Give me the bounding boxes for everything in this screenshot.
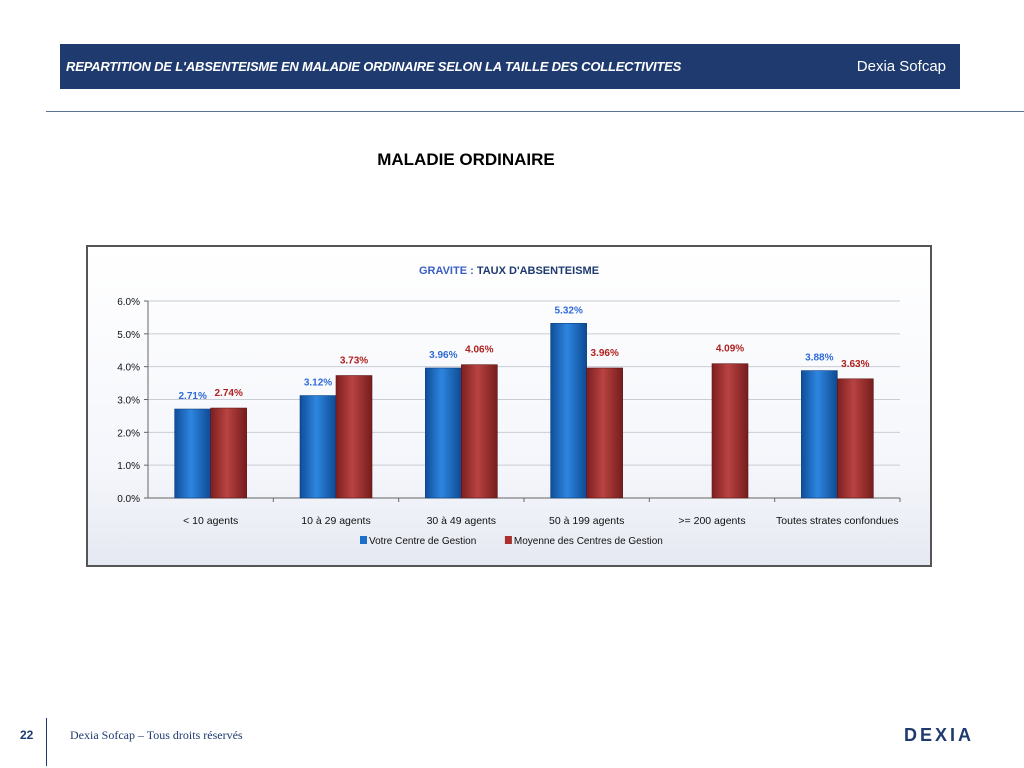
bar-moyenne-centres bbox=[712, 364, 748, 498]
header-banner: REPARTITION DE L'ABSENTEISME EN MALADIE … bbox=[60, 44, 960, 89]
bar-moyenne-centres bbox=[587, 368, 623, 498]
data-label: 4.06% bbox=[465, 345, 493, 356]
data-label: 5.32% bbox=[554, 305, 582, 316]
chart-title-part2: TAUX D'ABSENTEISME bbox=[477, 265, 599, 277]
chart-title: GRAVITE : TAUX D'ABSENTEISME bbox=[419, 265, 599, 277]
data-label: 3.73% bbox=[340, 356, 368, 367]
x-tick-label: Toutes strates confondues bbox=[776, 515, 899, 527]
bar-moyenne-centres bbox=[211, 408, 247, 498]
data-label: 2.74% bbox=[214, 388, 242, 399]
y-tick-label: 1.0% bbox=[117, 461, 140, 472]
bar-votre-centre bbox=[300, 396, 336, 498]
header-divider bbox=[46, 111, 1024, 112]
chart-title-part1: GRAVITE bbox=[419, 265, 467, 277]
bar-chart: GRAVITE : TAUX D'ABSENTEISME 0.0% 1.0% 2.0… bbox=[88, 247, 930, 565]
bar-moyenne-centres bbox=[336, 376, 372, 498]
page-number: 22 bbox=[20, 728, 33, 742]
data-label: 3.96% bbox=[590, 348, 618, 359]
x-tick-label: < 10 agents bbox=[183, 515, 238, 527]
legend-label: Votre Centre de Gestion bbox=[369, 536, 476, 547]
data-label: 3.12% bbox=[304, 378, 332, 389]
bar-moyenne-centres bbox=[837, 379, 873, 498]
legend-label: Moyenne des Centres de Gestion bbox=[514, 536, 663, 547]
legend-swatch bbox=[505, 536, 512, 544]
bar-votre-centre bbox=[175, 409, 211, 498]
x-tick-label: >= 200 agents bbox=[678, 515, 745, 527]
footer-divider bbox=[46, 718, 47, 766]
header-brand: Dexia Sofcap bbox=[857, 58, 946, 75]
y-tick-label: 2.0% bbox=[117, 428, 140, 439]
legend-swatch bbox=[360, 536, 367, 544]
header-title: REPARTITION DE L'ABSENTEISME EN MALADIE … bbox=[66, 59, 681, 74]
footer-copyright: Dexia Sofcap – Tous droits réservés bbox=[70, 728, 243, 743]
data-label: 3.96% bbox=[429, 350, 457, 361]
bar-votre-centre bbox=[801, 371, 837, 498]
x-tick-label: 10 à 29 agents bbox=[301, 515, 370, 527]
x-tick-label: 30 à 49 agents bbox=[427, 515, 496, 527]
y-tick-label: 4.0% bbox=[117, 363, 140, 374]
y-tick-label: 3.0% bbox=[117, 396, 140, 407]
bar-votre-centre bbox=[551, 323, 587, 498]
y-tick-label: 6.0% bbox=[117, 297, 140, 308]
section-title: MALADIE ORDINAIRE bbox=[0, 150, 932, 170]
chart-container: GRAVITE : TAUX D'ABSENTEISME 0.0% 1.0% 2.0… bbox=[86, 245, 932, 567]
data-label: 3.63% bbox=[841, 359, 869, 370]
y-tick-label: 0.0% bbox=[117, 494, 140, 505]
chart-title-separator: : bbox=[467, 265, 477, 277]
data-label: 2.71% bbox=[178, 391, 206, 402]
y-tick-label: 5.0% bbox=[117, 330, 140, 341]
bar-votre-centre bbox=[425, 368, 461, 498]
dexia-logo: DEXIA bbox=[904, 725, 974, 746]
x-tick-label: 50 à 199 agents bbox=[549, 515, 624, 527]
data-label: 4.09% bbox=[716, 344, 744, 355]
bar-moyenne-centres bbox=[461, 365, 497, 498]
data-label: 3.88% bbox=[805, 353, 833, 364]
